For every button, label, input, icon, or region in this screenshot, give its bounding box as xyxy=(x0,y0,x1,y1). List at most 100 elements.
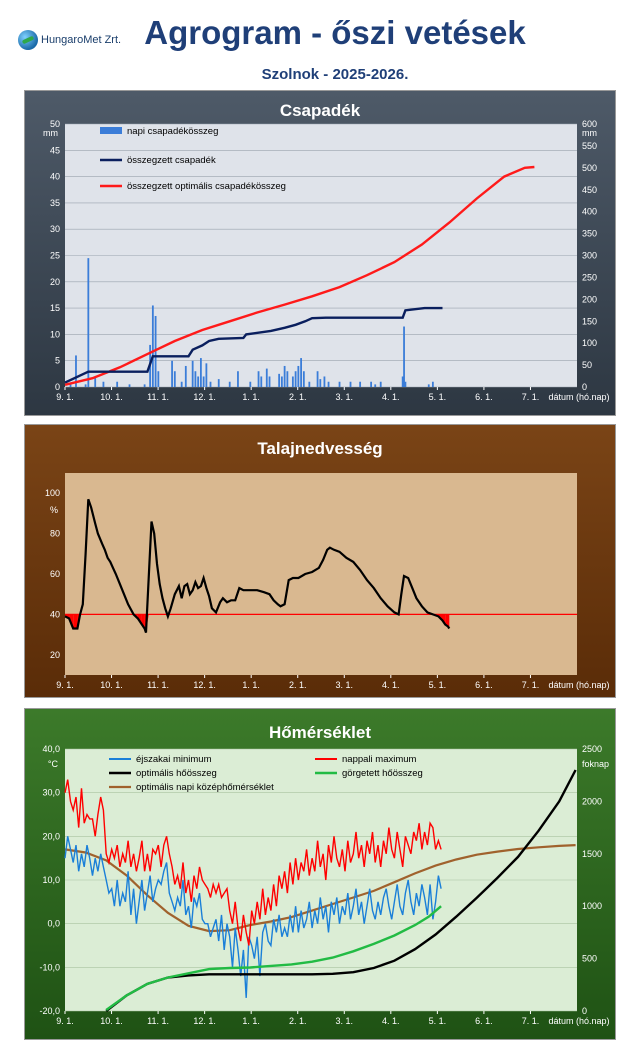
daily-precip-bar xyxy=(228,381,231,387)
daily-precip-bar xyxy=(116,381,119,387)
daily-precip-bar xyxy=(171,360,173,387)
moisture-x-tick-label: 5. 1. xyxy=(429,680,447,690)
y-right-tick-label: 200 xyxy=(582,294,597,304)
daily-precip-bar xyxy=(202,376,205,387)
temperature-panel: Hőmérséklet -20,0 -10,0 0,0 10,0 20,0 30,0 40,… xyxy=(24,708,616,1040)
daily-precip-bar xyxy=(278,373,281,387)
min-temp-line xyxy=(64,836,442,998)
daily-precip-bar xyxy=(349,381,352,387)
y-left-tick-label: 20 xyxy=(50,277,60,287)
y-left-tick-label: 5 xyxy=(55,356,60,366)
temp-x-tick-label: 10. 1. xyxy=(100,1016,123,1026)
y-right-tick-label: 350 xyxy=(582,229,597,239)
soil-moisture-panel: Talajnedvesség 20 40 60 80 100% 9. 1. 10. 1. 11… xyxy=(24,424,616,698)
precip-x-tick-label: 12. 1. xyxy=(193,392,216,402)
optimal-mean-temp-line xyxy=(64,844,576,933)
temp-x-tick-label: 11. 1. xyxy=(147,1016,169,1026)
daily-precip-bar xyxy=(404,381,407,387)
y-right-tick-label: 250 xyxy=(582,272,597,282)
optimal-precip-line xyxy=(64,165,535,386)
daily-precip-bar xyxy=(286,371,289,387)
daily-precip-bar xyxy=(180,381,183,387)
precip-x-axis-label: dátum (hó.nap) xyxy=(548,392,609,402)
precip-x-tick-label: 11. 1. xyxy=(147,392,169,402)
temperature-title: Hőmérséklet xyxy=(268,723,372,742)
y-left-tick-label: -20,0 xyxy=(39,1006,60,1016)
precip-x-tick-label: 9. 1. xyxy=(56,392,74,402)
y-left-tick-label: 40,0 xyxy=(42,744,60,754)
daily-precip-bar xyxy=(205,363,208,387)
legend-optimal-mean-label: optimális napi középhőmérséklet xyxy=(136,782,274,793)
daily-precip-bar xyxy=(338,381,341,387)
daily-precip-bar xyxy=(157,371,160,387)
daily-precip-bar xyxy=(151,305,154,387)
daily-precip-bar xyxy=(431,381,434,387)
daily-precip-bar xyxy=(302,371,305,387)
y-right-tick-label: 2000 xyxy=(582,796,602,806)
legend-rolling-sum-label: görgetett hőösszeg xyxy=(342,768,423,779)
y-right-tick-label: 1500 xyxy=(582,849,602,859)
y-left-unit: °C xyxy=(48,759,59,769)
daily-precip-bar xyxy=(323,376,326,387)
y-right-tick-label: 400 xyxy=(582,207,597,217)
temperature-chart: -20,0 -10,0 0,0 10,0 20,0 30,0 40,0 0 500 1000 150… xyxy=(39,744,609,1026)
logo-text: HungaroMet Zrt. xyxy=(41,34,122,46)
daily-precip-bar xyxy=(94,376,97,387)
y-unit: % xyxy=(50,505,58,515)
daily-precip-bar xyxy=(237,371,239,387)
precip-x-tick-label: 2. 1. xyxy=(289,392,307,402)
moisture-x-tick-label: 11. 1. xyxy=(147,680,169,690)
daily-precip-bar xyxy=(217,379,220,387)
legend-daily-label: napi csapadékösszeg xyxy=(127,126,218,137)
rolling-heat-sum-line xyxy=(105,905,442,1011)
page-subtitle: Szolnok - 2025-2026. xyxy=(261,66,409,83)
y-tick-label: 100 xyxy=(45,488,60,498)
daily-precip-bar xyxy=(199,358,202,387)
deficit-area xyxy=(77,614,81,629)
daily-precip-bar xyxy=(359,381,362,387)
moisture-x-tick-label: 10. 1. xyxy=(100,680,123,690)
plot-area xyxy=(65,473,577,675)
daily-precip-bar xyxy=(294,371,297,387)
temp-x-tick-label: 6. 1. xyxy=(475,1016,493,1026)
daily-precip-bar xyxy=(257,371,260,387)
y-right-tick-label: 450 xyxy=(582,185,597,195)
daily-precip-bar xyxy=(401,376,404,387)
daily-precip-bar xyxy=(403,326,405,387)
deficit-area xyxy=(133,614,138,619)
cumulative-precip-line xyxy=(64,306,443,384)
temp-x-tick-label: 3. 1. xyxy=(336,1016,354,1026)
y-right-unit: foknap xyxy=(582,759,609,769)
daily-precip-bar xyxy=(427,384,430,387)
temp-x-tick-label: 5. 1. xyxy=(429,1016,447,1026)
hungaromet-logo-icon xyxy=(18,30,38,50)
legend-cumulative-label: összegzett csapadék xyxy=(127,155,216,166)
y-left-tick-label: 15 xyxy=(50,303,60,313)
y-right-tick-label: 300 xyxy=(582,251,597,261)
y-left-tick-label: 35 xyxy=(50,198,60,208)
daily-precip-bar xyxy=(374,384,377,387)
y-tick-label: 60 xyxy=(50,569,60,579)
daily-precip-bar xyxy=(128,384,131,387)
soil-moisture-line xyxy=(64,498,451,633)
precipitation-title: Csapadék xyxy=(279,101,361,120)
temp-x-tick-label: 12. 1. xyxy=(193,1016,216,1026)
header: HungaroMet Zrt. Agrogram - őszi vetések … xyxy=(0,0,640,88)
logo: HungaroMet Zrt. xyxy=(18,30,121,50)
legend-min-label: éjszakai minimum xyxy=(136,754,212,765)
daily-precip-bar xyxy=(191,360,194,387)
y-left-tick-label: 0 xyxy=(55,382,60,392)
daily-precip-bar xyxy=(143,384,146,387)
precip-x-tick-label: 3. 1. xyxy=(336,392,354,402)
y-right-tick-label: 150 xyxy=(582,316,597,326)
y-right-tick-label: 500 xyxy=(582,163,597,173)
daily-precip-bar xyxy=(268,376,271,387)
daily-precip-bar xyxy=(291,376,294,387)
deficit-area xyxy=(448,614,450,629)
y-tick-label: 80 xyxy=(50,529,60,539)
temp-x-tick-label: 4. 1. xyxy=(382,1016,400,1026)
y-left-tick-label: 30 xyxy=(50,224,60,234)
soil-moisture-title: Talajnedvesség xyxy=(257,439,383,458)
y-left-unit: mm xyxy=(43,128,58,138)
deficit-area xyxy=(73,614,78,629)
